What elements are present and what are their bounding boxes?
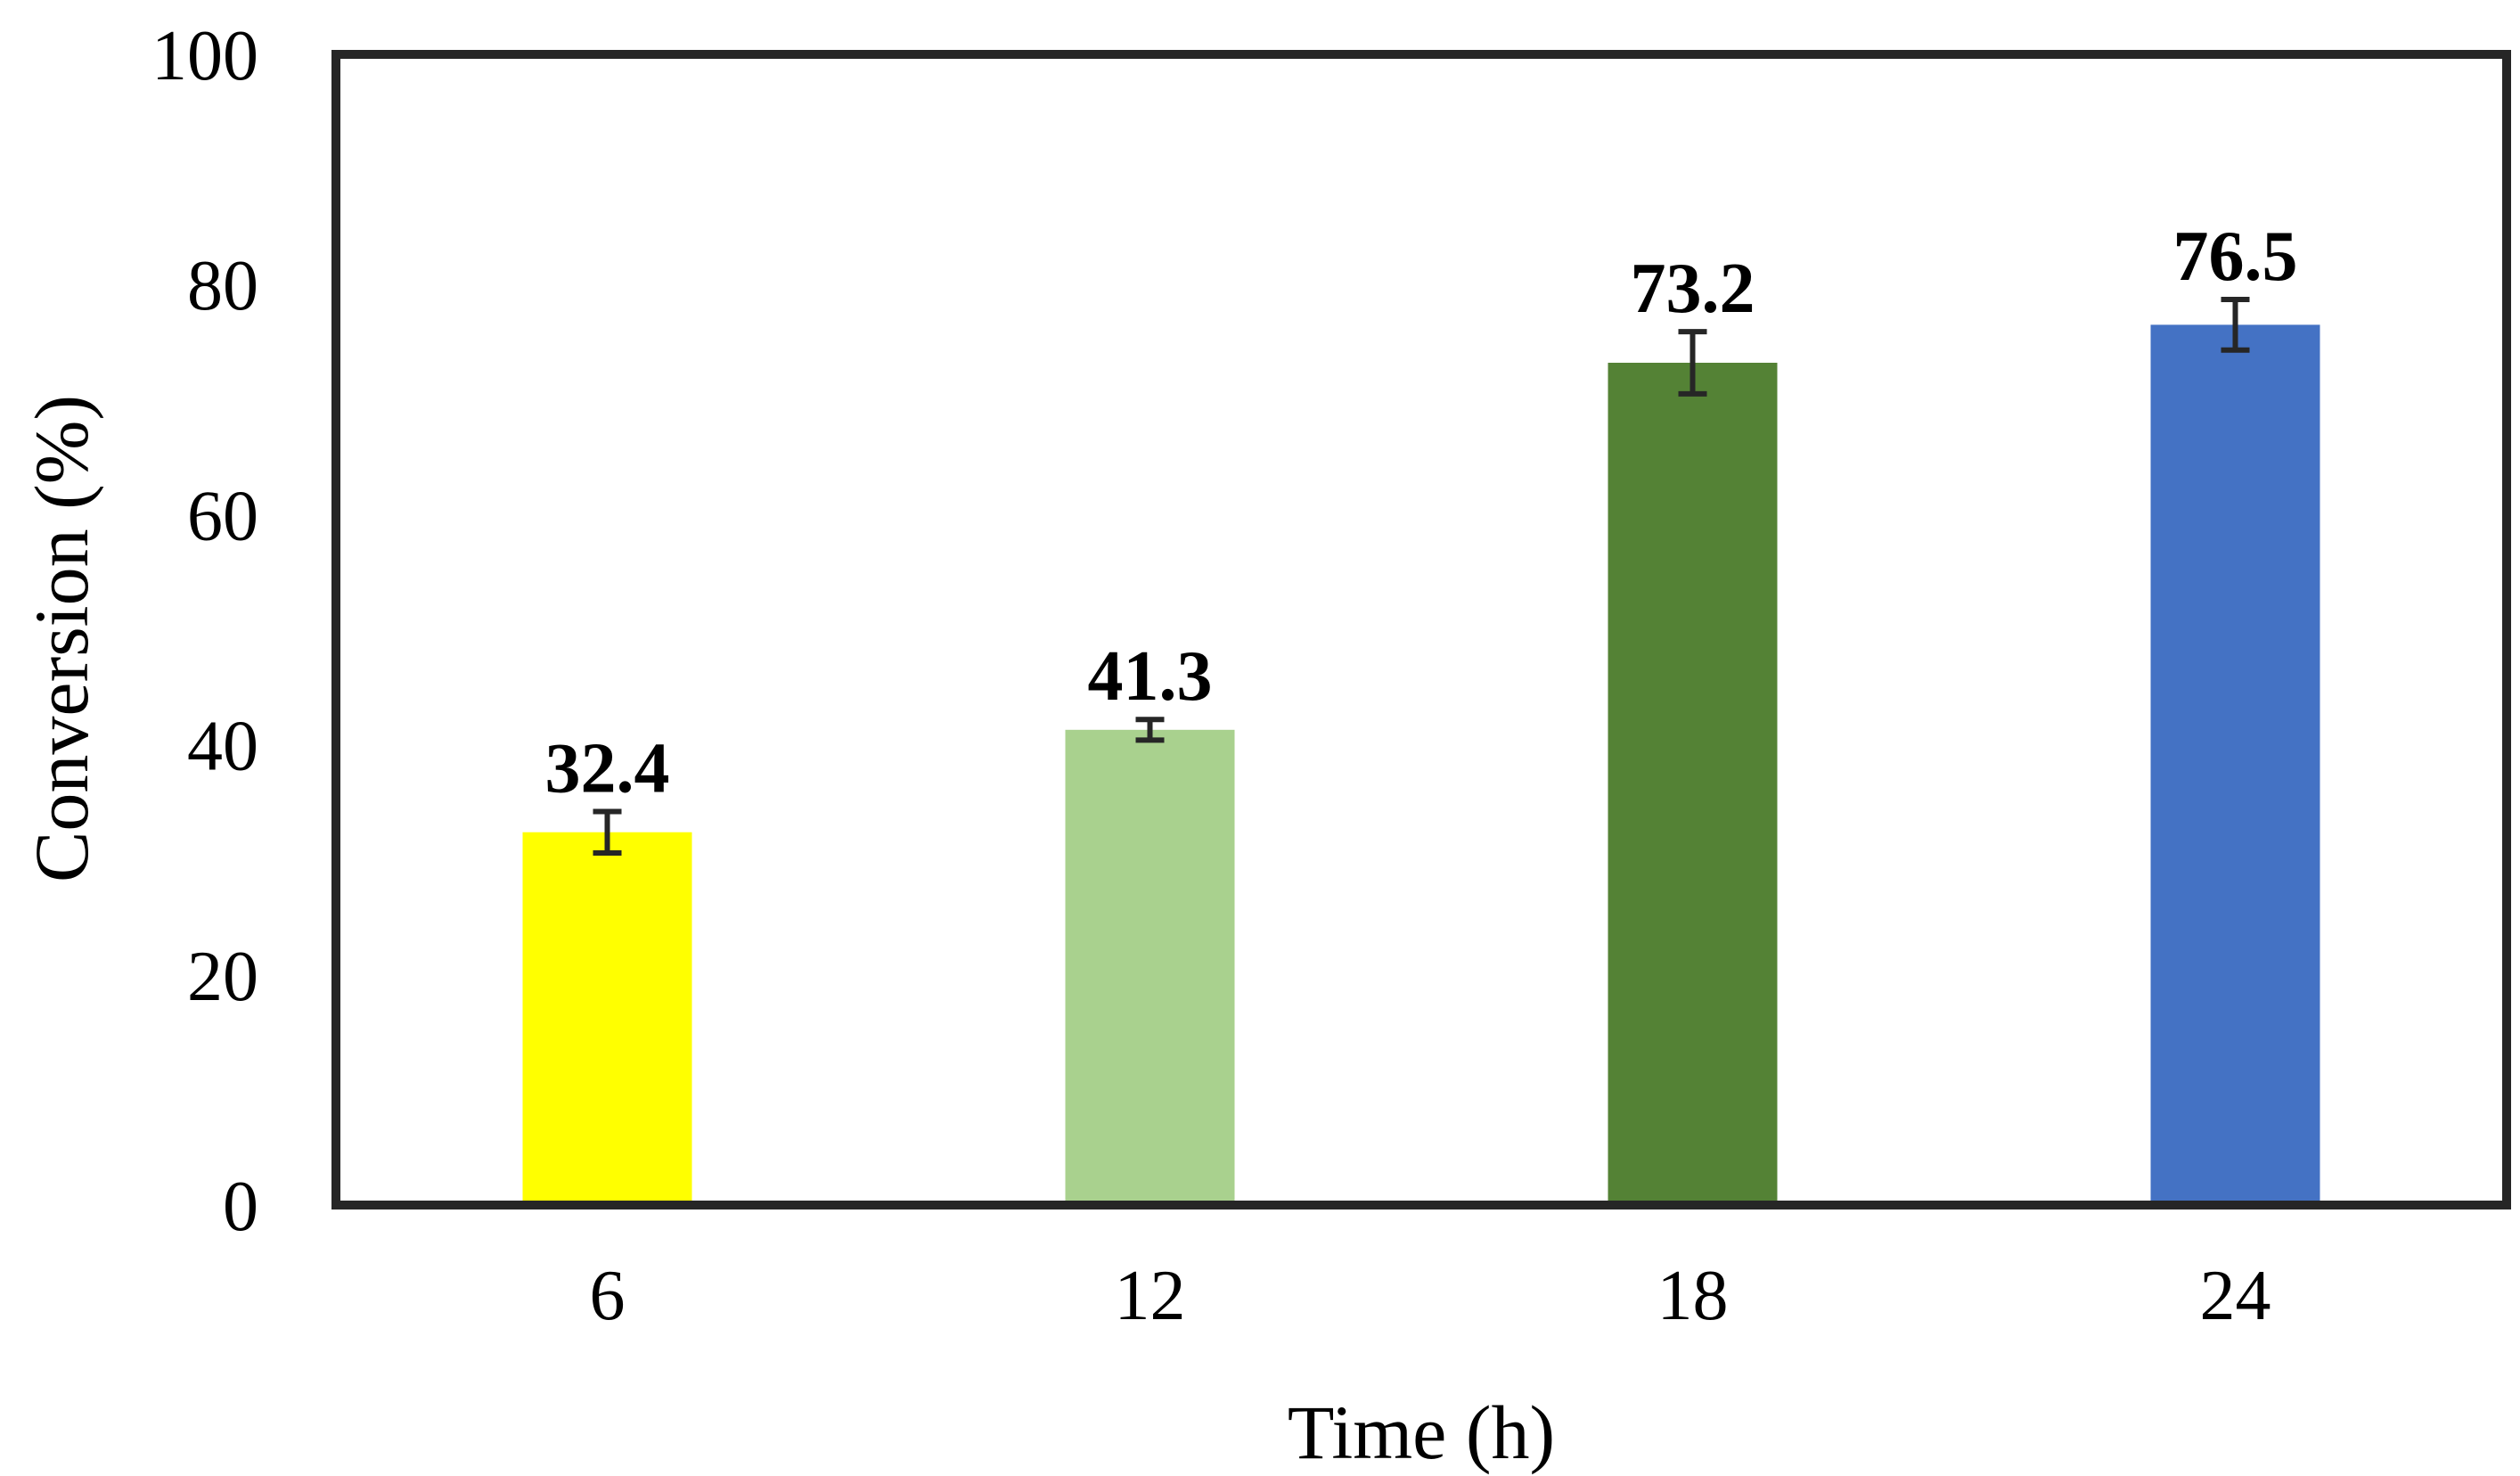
y-tick-label-20: 20: [187, 938, 258, 1016]
data-label-12: 41.3: [1088, 637, 1213, 716]
x-axis-title: Time (h): [1288, 1390, 1555, 1475]
y-tick-label-60: 60: [187, 477, 258, 555]
x-tick-label-12: 12: [1115, 1257, 1186, 1335]
error-bar-18: [1678, 329, 1707, 397]
x-tick-label-24: 24: [2200, 1257, 2271, 1335]
y-tick-labels: 0 20 40 60 80 100: [151, 17, 258, 1246]
error-bar-6: [593, 808, 622, 856]
error-bar-24: [2221, 296, 2250, 353]
bar-24: [2150, 324, 2320, 1205]
data-label-24: 76.5: [2173, 217, 2298, 296]
y-tick-label-100: 100: [151, 17, 258, 95]
data-label-18: 73.2: [1631, 250, 1755, 328]
bar-18: [1608, 362, 1778, 1205]
bar-12: [1065, 729, 1235, 1205]
y-tick-label-0: 0: [223, 1168, 258, 1246]
x-tick-labels: 6 12 18 24: [590, 1257, 2271, 1335]
data-label-6: 32.4: [545, 729, 670, 808]
y-tick-label-40: 40: [187, 708, 258, 786]
error-bar-12: [1135, 717, 1165, 743]
y-axis-title: Conversion (%): [19, 395, 104, 882]
bar-6: [522, 832, 692, 1205]
x-tick-label-6: 6: [590, 1257, 626, 1335]
error-bars-layer: [593, 296, 2250, 856]
bars-layer: [522, 324, 2320, 1205]
y-tick-label-80: 80: [187, 247, 258, 325]
data-labels-layer: 32.4 41.3 73.2 76.5: [545, 217, 2298, 808]
plot-frame: [331, 50, 2511, 1210]
x-tick-label-18: 18: [1657, 1257, 1729, 1335]
